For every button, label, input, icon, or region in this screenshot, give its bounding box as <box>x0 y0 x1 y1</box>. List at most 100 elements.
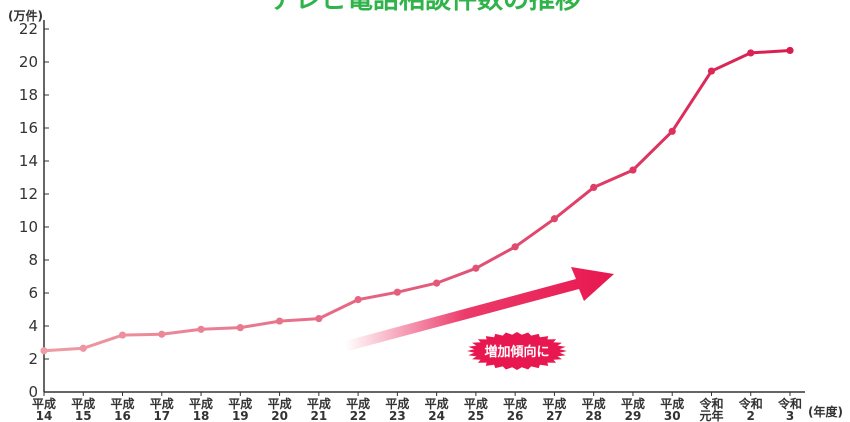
x-tick-year: 3 <box>786 409 794 422</box>
x-tick-year: 21 <box>310 409 327 422</box>
data-point <box>236 324 244 332</box>
x-tick-year: 27 <box>546 409 563 422</box>
y-tick-label: 16 <box>19 119 38 137</box>
y-axis-unit: (万件) <box>8 8 43 23</box>
x-tick-era: 令和 <box>777 396 802 411</box>
data-point <box>786 46 794 55</box>
trend-badge-label: 増加傾向に <box>484 344 549 360</box>
trend-badge: 増加傾向に <box>467 332 567 370</box>
data-point <box>79 344 87 352</box>
x-tick-era: 平成 <box>32 396 56 411</box>
data-point <box>472 264 480 272</box>
chart-title: テレビ電話相談件数の推移 <box>269 0 581 15</box>
trend-badge-shape <box>467 332 567 370</box>
data-point <box>393 288 401 296</box>
x-tick-year: 15 <box>75 409 92 422</box>
x-tick-era: 平成 <box>307 396 331 411</box>
series-line <box>43 49 791 353</box>
data-point <box>550 215 559 223</box>
y-tick-label: 6 <box>28 284 38 302</box>
data-point <box>629 166 637 174</box>
x-tick-year: 18 <box>193 409 210 422</box>
x-tick-era: 平成 <box>150 396 174 411</box>
x-tick-year: 14 <box>36 409 53 422</box>
x-tick-era: 平成 <box>189 396 213 411</box>
x-tick-year: 2 <box>747 409 755 422</box>
x-tick-year: 22 <box>350 409 367 422</box>
data-point <box>315 314 323 323</box>
y-tick-label: 2 <box>28 350 38 368</box>
x-tick-year: 30 <box>664 409 681 422</box>
data-point <box>118 331 127 339</box>
y-tick-label: 22 <box>19 20 38 38</box>
x-tick-year: 16 <box>114 409 131 422</box>
x-tick-label: 令和3 <box>777 396 802 422</box>
x-tick-era: 平成 <box>228 396 252 411</box>
x-tick-era: 平成 <box>111 396 135 411</box>
data-point <box>511 243 519 251</box>
y-tick-label: 0 <box>28 383 38 401</box>
x-tick-year: 19 <box>232 409 249 422</box>
data-point <box>433 279 441 287</box>
x-tick-year: 元年 <box>699 408 723 422</box>
data-point <box>747 49 755 57</box>
y-tick-labels: 0 2 4 6 8 10 12 14 16 18 20 22 <box>19 20 38 401</box>
data-point <box>158 330 166 338</box>
x-tick-era: 平成 <box>464 396 488 411</box>
x-tick-year: 26 <box>507 409 524 422</box>
y-tick-label: 8 <box>28 251 38 269</box>
y-tick-label: 10 <box>19 218 38 236</box>
x-tick-label: 令和2 <box>738 396 763 422</box>
data-point <box>40 347 48 355</box>
data-point <box>275 317 284 325</box>
y-tick-label: 12 <box>19 185 38 203</box>
data-points <box>40 46 794 355</box>
trend-arrow <box>345 267 614 351</box>
data-point <box>354 296 362 304</box>
x-tick-year: 24 <box>428 409 445 422</box>
x-tick-year: 25 <box>468 409 485 422</box>
x-tick-era: 令和 <box>698 396 723 411</box>
x-tick-era: 平成 <box>425 396 449 411</box>
x-tick-era: 平成 <box>385 396 409 411</box>
data-point <box>707 67 716 75</box>
y-tick-label: 4 <box>28 317 38 335</box>
x-tick-year: 20 <box>271 409 288 422</box>
x-tick-year: 29 <box>625 409 642 422</box>
x-tick-era: 平成 <box>268 396 292 411</box>
y-tick-label: 14 <box>19 152 38 170</box>
axes <box>43 20 805 396</box>
x-axis-unit: (年度) <box>808 404 843 419</box>
x-tick-era: 平成 <box>346 396 370 411</box>
y-tick-label: 18 <box>19 86 38 104</box>
x-tick-year: 17 <box>153 409 170 422</box>
x-tick-era: 令和 <box>738 396 763 411</box>
x-tick-year: 23 <box>389 409 406 422</box>
y-tick-label: 20 <box>19 53 38 71</box>
x-tick-era: 平成 <box>621 396 645 411</box>
x-tick-era: 平成 <box>71 396 95 411</box>
data-point <box>197 325 205 333</box>
x-tick-era: 平成 <box>582 396 606 411</box>
x-tick-year: 28 <box>585 409 602 422</box>
data-point <box>590 183 598 191</box>
x-tick-era: 平成 <box>660 396 684 411</box>
